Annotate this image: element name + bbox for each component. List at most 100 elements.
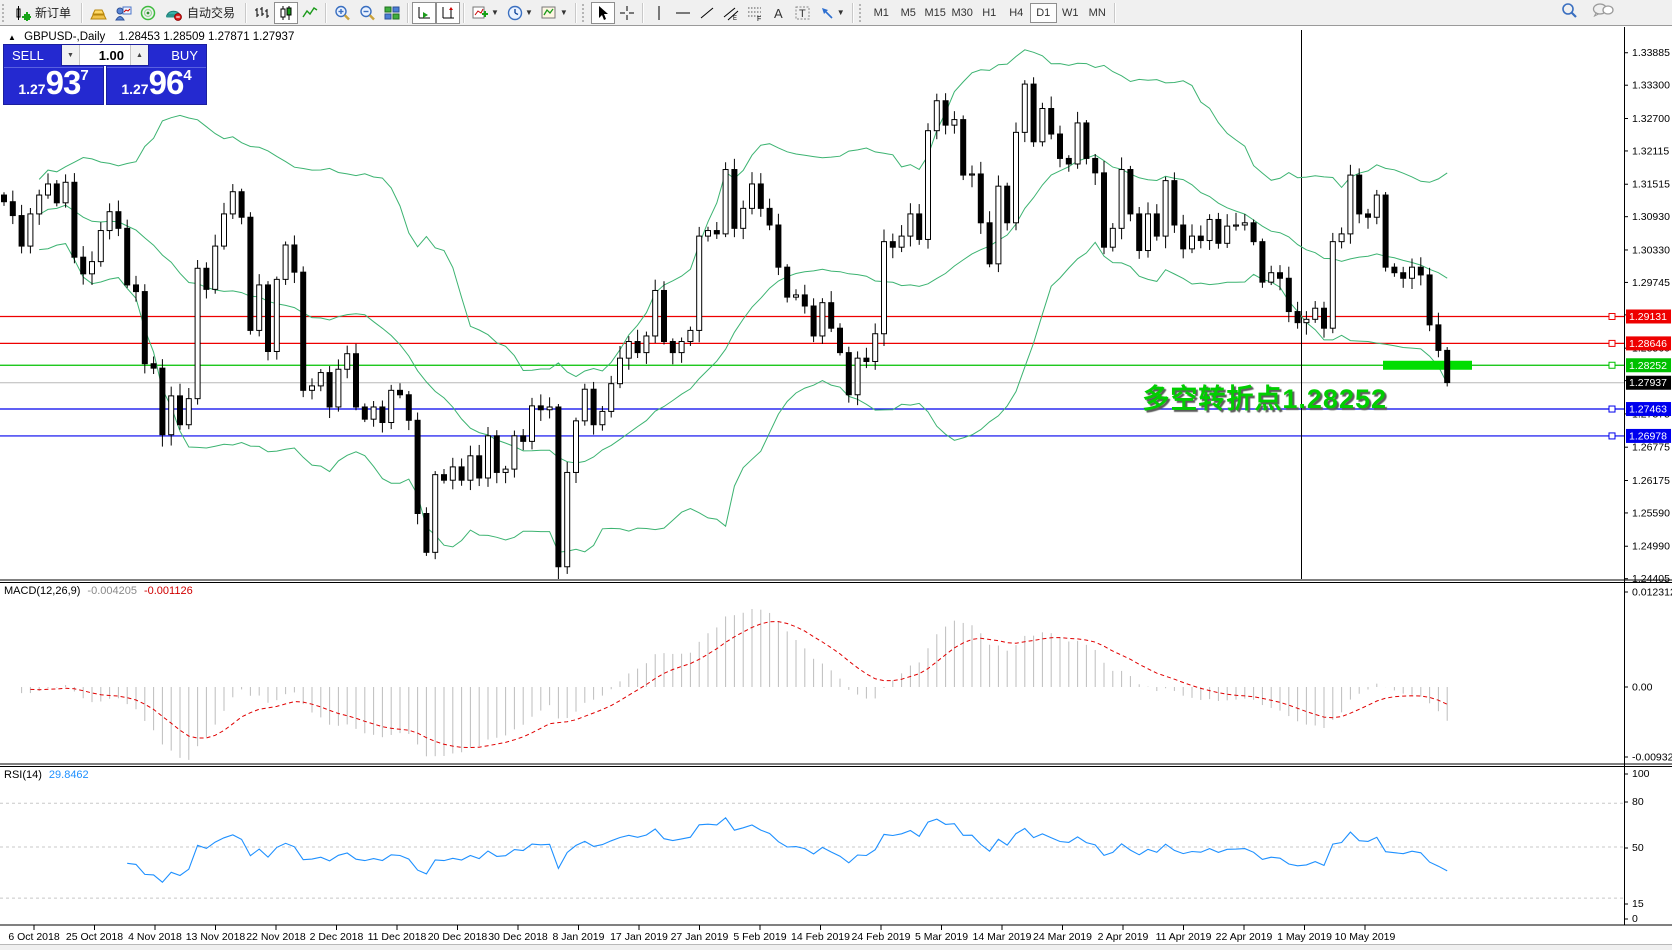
search-icon[interactable] [1561, 2, 1578, 24]
signals-button[interactable] [136, 2, 161, 24]
svg-text:1.33300: 1.33300 [1632, 80, 1670, 92]
svg-text:24 Feb 2019: 24 Feb 2019 [852, 931, 911, 943]
fibonacci-icon: F [747, 5, 763, 21]
svg-text:6 Oct 2018: 6 Oct 2018 [8, 931, 60, 943]
zoom-out-icon [359, 5, 376, 21]
separator [851, 2, 854, 23]
zoom-in-button[interactable] [330, 2, 355, 24]
svg-text:1.30330: 1.30330 [1632, 244, 1670, 256]
bar-chart-icon [254, 5, 270, 21]
channel-button[interactable]: E [719, 2, 743, 24]
svg-text:T: T [799, 8, 806, 20]
line-chart-button[interactable] [298, 2, 322, 24]
mql-market-button[interactable] [86, 2, 111, 24]
template-icon [541, 5, 558, 21]
cursor-button[interactable] [590, 1, 615, 24]
volume-decrease-button[interactable]: ▼ [62, 45, 80, 65]
svg-text:27 Jan 2019: 27 Jan 2019 [671, 931, 729, 943]
timeframe-button-h1[interactable]: H1 [982, 6, 997, 19]
text-label-icon: T [795, 5, 811, 21]
fibonacci-button[interactable]: F [743, 2, 767, 24]
sell-label: SELL [4, 45, 103, 68]
highlight-level-bar[interactable] [1383, 360, 1472, 370]
clock-icon [507, 5, 523, 21]
autotrading-label: 自动交易 [187, 6, 236, 20]
svg-text:A: A [774, 6, 783, 21]
dropdown-arrow-icon: ▼ [559, 8, 568, 17]
tile-windows-button[interactable] [380, 2, 404, 24]
svg-text:22 Nov 2018: 22 Nov 2018 [246, 931, 306, 943]
autotrading-button[interactable]: 自动交易 [161, 2, 242, 24]
timeframe-button-d1[interactable]: D1 [1029, 2, 1057, 23]
chart-shift-icon [440, 5, 456, 21]
svg-text:1.26175: 1.26175 [1632, 475, 1670, 487]
trendline-button[interactable] [695, 2, 719, 24]
text-icon: A [772, 5, 786, 21]
volume-increase-button[interactable]: ▲ [130, 45, 148, 65]
gold-ingot-icon [90, 5, 107, 21]
svg-text:14 Feb 2019: 14 Feb 2019 [791, 931, 850, 943]
text-label-button[interactable]: T [791, 2, 815, 24]
text-button[interactable]: A [767, 2, 791, 24]
svg-text:1.24405: 1.24405 [1632, 573, 1670, 585]
trendline-icon [699, 5, 715, 21]
date-axis[interactable]: 6 Oct 2018 25 Oct 2018 4 Nov 2018 13 Nov 20… [8, 925, 1396, 943]
svg-text:100: 100 [1632, 768, 1650, 780]
svg-text:1.27937: 1.27937 [1629, 377, 1667, 389]
bar-chart-button[interactable] [250, 2, 274, 24]
vertical-line-button[interactable] [647, 2, 671, 24]
arrows-icon [819, 5, 835, 21]
periods-button[interactable]: ▼ [503, 2, 537, 24]
templates-button[interactable]: ▼ [537, 2, 572, 24]
indicators-button[interactable]: ▼ [468, 2, 503, 24]
svg-text:1 May 2019: 1 May 2019 [1277, 931, 1332, 943]
timeframe-button-w1[interactable]: W1 [1061, 6, 1079, 19]
svg-text:1.28646: 1.28646 [1629, 338, 1667, 350]
sell-button[interactable]: SELL 1.27937 [3, 44, 104, 105]
dropdown-arrow-icon: ▼ [836, 8, 845, 17]
chart-shift-button[interactable] [436, 1, 461, 24]
chart-header: ▲ GBPUSD-,Daily 1.28453 1.28509 1.27871 … [8, 31, 294, 43]
signal-icon [140, 5, 157, 21]
auto-scroll-button[interactable] [412, 1, 437, 24]
vertical-line-icon [653, 5, 665, 21]
timeframe-button-m1[interactable]: M1 [873, 6, 889, 19]
svg-text:1.28252: 1.28252 [1629, 360, 1667, 372]
timeframe-button-m5[interactable]: M5 [900, 6, 916, 19]
crosshair-button[interactable] [615, 2, 639, 24]
timeframe-button-mn[interactable]: MN [1088, 6, 1106, 19]
svg-text:1.25590: 1.25590 [1632, 507, 1670, 519]
crosshair-icon [619, 5, 635, 21]
separator [407, 2, 410, 23]
svg-text:F: F [757, 16, 761, 21]
new-order-button[interactable]: 新订单 [11, 2, 78, 24]
macd-indicator-label: MACD(12,26,9) -0.004205 -0.001126 [4, 585, 193, 597]
candlestick-chart-button[interactable] [274, 1, 299, 24]
svg-text:10 May 2019: 10 May 2019 [1335, 931, 1396, 943]
timeframe-button-m15[interactable]: M15 [924, 6, 946, 19]
svg-text:1.30930: 1.30930 [1632, 211, 1670, 223]
arrows-button[interactable]: ▼ [815, 2, 849, 24]
svg-text:1.27463: 1.27463 [1629, 404, 1667, 416]
svg-text:1.32115: 1.32115 [1632, 145, 1669, 157]
svg-text:15: 15 [1632, 898, 1644, 910]
svg-text:-0.009328: -0.009328 [1632, 752, 1672, 764]
separator [245, 2, 248, 23]
svg-text:2 Apr 2019: 2 Apr 2019 [1098, 931, 1149, 943]
toolbar-drag-handle[interactable] [581, 3, 589, 22]
timeframe-button-m30[interactable]: M30 [951, 6, 973, 19]
dropdown-arrow-icon: ▼ [524, 8, 533, 17]
collapse-panel-icon[interactable]: ▲ [8, 33, 16, 42]
svg-text:8 Jan 2019: 8 Jan 2019 [553, 931, 605, 943]
toolbar-drag-handle[interactable] [2, 3, 9, 22]
svg-text:0: 0 [1632, 913, 1638, 925]
chat-icon[interactable] [1592, 2, 1614, 23]
zoom-out-button[interactable] [355, 2, 380, 24]
toolbar-drag-handle[interactable] [858, 3, 866, 22]
svg-text:20 Dec 2018: 20 Dec 2018 [428, 931, 488, 943]
horizontal-line-button[interactable] [671, 2, 695, 24]
timeframe-button-h4[interactable]: H4 [1009, 6, 1024, 19]
market-watch-button[interactable] [111, 2, 136, 24]
